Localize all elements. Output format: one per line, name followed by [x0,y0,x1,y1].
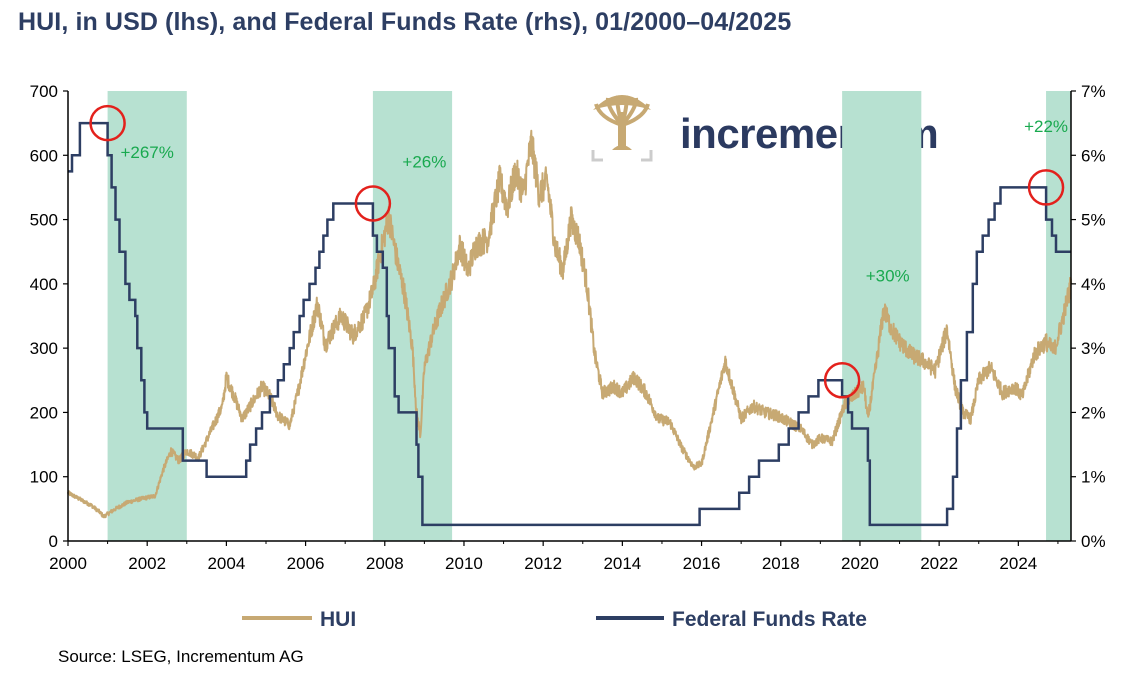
y-right-tick-label: 4% [1081,275,1106,294]
axes: 0 100 200 300 400 500 600 700 0% 1% 2% 3% 4% 5% 6% 7% 20… [30,82,1106,573]
y-right-tick-label: 7% [1081,82,1106,101]
x-tick-label: 2014 [603,554,641,573]
hui-series [67,129,1072,519]
x-tick-label: 2020 [841,554,879,573]
y-left-tick-label: 700 [30,82,58,101]
tree-logo-icon [593,95,651,150]
chart: incrementum +267%+26%+30%+22% 0100200300… [30,82,1106,631]
peak-marker [354,185,392,222]
shaded-period [107,91,187,541]
y-right-tick-label: 6% [1081,146,1106,165]
hui-line [67,129,1072,519]
x-tick-label: 2016 [683,554,721,573]
x-tick-label: 2018 [762,554,800,573]
y-right-tick-label: 3% [1081,339,1106,358]
y-right-tick-label: 2% [1081,403,1106,422]
y-right-tick-label: 1% [1081,468,1106,487]
y-left-tick-label: 500 [30,211,58,230]
y-left-tick-label: 100 [30,468,58,487]
legend: HUI Federal Funds Rate [242,608,867,631]
shaded-period [1046,91,1071,541]
x-tick-label: 2000 [49,554,87,573]
x-tick-label: 2002 [128,554,166,573]
x-tick-label: 2008 [366,554,404,573]
x-tick-label: 2004 [207,554,245,573]
x-tick-label: 2022 [920,554,958,573]
markers [89,104,1065,399]
fed-series [68,121,1071,527]
annotation-label: +30% [866,266,910,285]
peak-marker [823,362,861,399]
peak-marker [1027,169,1065,206]
shaded-periods [107,91,1071,541]
source-note: Source: LSEG, Incrementum AG [58,647,304,666]
legend-label-hui: HUI [320,608,356,631]
y-left-tick-label: 200 [30,403,58,422]
y-left-tick-label: 0 [49,532,58,551]
y-right-tick-label: 0% [1081,532,1106,551]
y-left-tick-label: 300 [30,339,58,358]
x-tick-label: 2024 [999,554,1037,573]
x-tick-label: 2012 [524,554,562,573]
peak-marker [89,104,126,142]
annotation-label: +22% [1024,117,1068,136]
x-tick-label: 2010 [445,554,483,573]
annotation-label: +267% [120,143,173,162]
y-left-tick-label: 600 [30,146,58,165]
legend-label-fed: Federal Funds Rate [672,608,867,631]
annotation-label: +26% [402,153,446,172]
y-left-tick-label: 400 [30,275,58,294]
x-tick-label: 2006 [287,554,325,573]
annotations: +267% +26% +30% +22% [120,117,1068,285]
y-right-tick-label: 5% [1081,211,1106,230]
fed-funds-line [68,121,1071,527]
chart-title: HUI, in USD (lhs), and Federal Funds Rat… [18,8,792,36]
